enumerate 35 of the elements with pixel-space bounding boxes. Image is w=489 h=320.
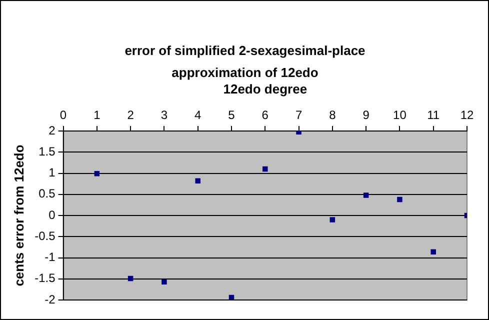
point xyxy=(162,279,167,284)
point xyxy=(94,171,100,176)
x-tick-label: 9 xyxy=(362,108,370,122)
x-tick-label: 8 xyxy=(329,108,336,122)
point xyxy=(262,166,268,172)
y-tick-label: -1.5 xyxy=(34,271,56,286)
x-tick-label: 0 xyxy=(60,108,67,122)
y-tick-label: 0.5 xyxy=(38,186,56,201)
x-tick-label: 11 xyxy=(427,108,440,122)
point xyxy=(430,249,436,254)
x-tick-label: 6 xyxy=(262,108,269,122)
x-tick-label: 12 xyxy=(460,108,474,122)
point xyxy=(128,276,134,282)
point xyxy=(330,217,336,222)
point xyxy=(195,178,200,184)
x-tick-label: 10 xyxy=(393,108,407,122)
y-tick-label: -0.5 xyxy=(34,228,56,243)
y-axis-title: cents error from 12edo xyxy=(11,144,26,286)
x-tick-label: 3 xyxy=(160,108,168,122)
x-tick-label: 2 xyxy=(127,108,134,122)
point xyxy=(397,196,402,202)
x-tick-label: 5 xyxy=(228,108,236,122)
point xyxy=(363,192,369,198)
point xyxy=(228,294,234,300)
x-axis-title: 12edo degree xyxy=(223,81,308,96)
chart-title: error of simplified 2-sexagesimal-place approximation of 12edo xyxy=(124,43,366,80)
x-tick-label: 7 xyxy=(295,108,302,122)
y-tick-label: -2 xyxy=(44,292,56,306)
x-tick-label: 1 xyxy=(94,108,101,122)
y-tick-label: -1 xyxy=(44,250,56,264)
y-tick-label: 1 xyxy=(48,166,56,180)
y-tick-label: 0 xyxy=(48,208,56,222)
y-tick-label: 2 xyxy=(48,123,56,138)
x-tick-label: 4 xyxy=(194,108,202,122)
y-tick-label: 1.5 xyxy=(38,144,56,158)
